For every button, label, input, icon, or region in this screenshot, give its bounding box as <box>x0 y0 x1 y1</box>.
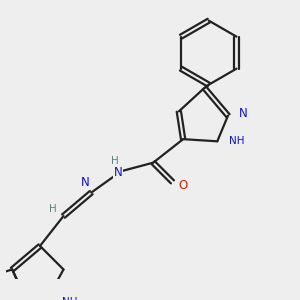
Text: O: O <box>178 178 188 192</box>
Text: NH: NH <box>62 296 78 300</box>
Text: N: N <box>238 107 247 120</box>
Text: H: H <box>111 155 118 166</box>
Text: N: N <box>80 176 89 190</box>
Text: NH: NH <box>229 136 244 146</box>
Text: H: H <box>49 204 57 214</box>
Text: N: N <box>114 166 122 179</box>
